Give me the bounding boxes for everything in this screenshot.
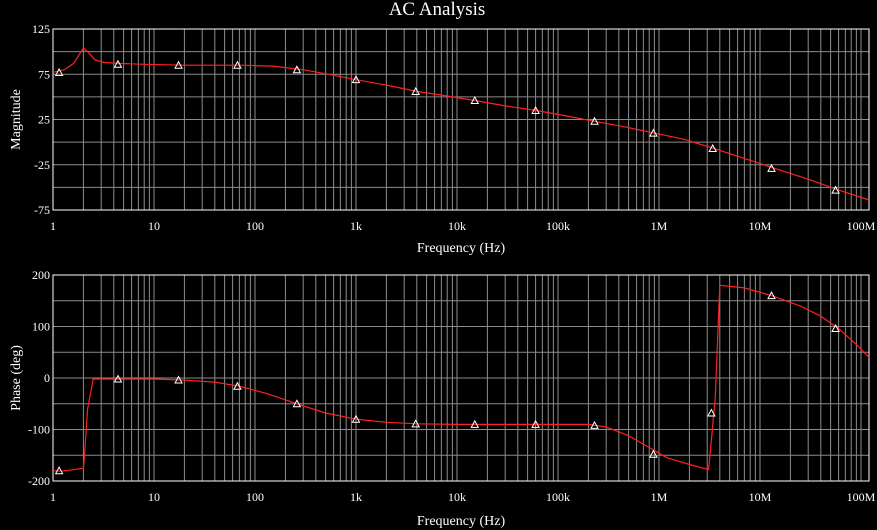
- phase-marker: [767, 291, 776, 300]
- phase-y-axis-title: Phase (deg): [9, 345, 24, 411]
- phase-marker: [292, 399, 302, 408]
- phase-y-tick-label: 0: [44, 371, 50, 385]
- phase-marker: [531, 419, 540, 428]
- magnitude-x-tick-label: 10M: [749, 219, 772, 233]
- phase-marker: [831, 324, 840, 333]
- magnitude-marker: [708, 143, 718, 152]
- phase-y-tick-label: -200: [28, 474, 50, 488]
- magnitude-y-tick-label: 75: [38, 67, 50, 81]
- magnitude-x-tick-label: 100: [246, 219, 264, 233]
- phase-plot-frame: [52, 274, 870, 482]
- magnitude-x-tick-label: 100M: [847, 219, 876, 233]
- magnitude-marker: [470, 95, 480, 104]
- magnitude-marker: [831, 185, 840, 194]
- phase-x-tick-label: 10M: [749, 490, 772, 504]
- magnitude-marker: [590, 116, 599, 125]
- phase-marker: [233, 381, 242, 390]
- phase-marker: [590, 420, 599, 429]
- phase-marker: [470, 419, 480, 428]
- phase-x-axis-title: Frequency (Hz): [417, 514, 506, 529]
- magnitude-marker: [233, 60, 242, 69]
- magnitude-x-tick-label: 10k: [448, 219, 466, 233]
- phase-x-tick-label: 1: [50, 490, 56, 504]
- phase-marker: [411, 419, 421, 428]
- phase-x-tick-label: 100M: [847, 490, 876, 504]
- magnitude-trace: [52, 47, 870, 201]
- phase-x-tick-label: 10: [148, 490, 160, 504]
- phase-trace: [52, 284, 870, 472]
- magnitude-plot: 1 10 100 1k 10k 100k 1M 10M 100M 125 75 25 -25 -75 Fr…: [9, 22, 876, 256]
- magnitude-marker: [292, 65, 302, 74]
- magnitude-x-axis-title: Frequency (Hz): [417, 241, 506, 256]
- phase-y-tick-label: 200: [32, 268, 50, 282]
- magnitude-marker: [113, 59, 123, 68]
- magnitude-x-tick-label: 100k: [546, 219, 570, 233]
- phase-ticks: 1 10 100 1k 10k 100k 1M 10M 100M 200 100 0 -100 -200: [28, 268, 876, 504]
- magnitude-marker: [54, 67, 64, 76]
- phase-x-tick-label: 100k: [546, 490, 570, 504]
- magnitude-y-tick-label: -75: [34, 203, 50, 217]
- magnitude-marker: [411, 86, 421, 95]
- magnitude-x-tick-label: 1M: [651, 219, 668, 233]
- phase-x-tick-label: 1M: [651, 490, 668, 504]
- magnitude-x-tick-label: 1k: [350, 219, 362, 233]
- magnitude-x-tick-label: 10: [148, 219, 160, 233]
- phase-marker: [174, 375, 183, 384]
- phase-y-tick-label: -100: [28, 423, 50, 437]
- magnitude-x-tick-label: 1: [50, 219, 56, 233]
- magnitude-ticks: 1 10 100 1k 10k 100k 1M 10M 100M 125 75 25 -25 -75: [32, 22, 876, 233]
- magnitude-y-tick-label: 125: [32, 22, 50, 36]
- magnitude-y-tick-label: -25: [34, 158, 50, 172]
- phase-markers: [54, 291, 840, 475]
- phase-plot: 1 10 100 1k 10k 100k 1M 10M 100M2001000-100-200 …: [9, 268, 876, 529]
- phase-grid: [52, 274, 869, 482]
- phase-marker: [54, 466, 64, 475]
- magnitude-marker: [174, 60, 183, 69]
- phase-marker: [707, 408, 716, 417]
- phase-marker: [649, 449, 658, 458]
- magnitude-plot-frame: [52, 28, 870, 211]
- phase-x-tick-label: 1k: [350, 490, 362, 504]
- magnitude-marker: [351, 75, 361, 84]
- phase-marker: [351, 414, 361, 423]
- phase-x-tick-label: 100: [246, 490, 264, 504]
- magnitude-y-axis-title: Magnitude: [9, 89, 24, 150]
- magnitude-markers: [54, 59, 840, 194]
- magnitude-y-tick-label: 25: [38, 113, 50, 127]
- phase-marker: [113, 374, 123, 383]
- magnitude-marker: [767, 163, 776, 172]
- magnitude-marker: [531, 105, 540, 114]
- phase-x-tick-label: 10k: [448, 490, 466, 504]
- magnitude-marker: [649, 128, 658, 137]
- chart-title: AC Analysis: [389, 0, 486, 20]
- phase-y-tick-label: 100: [32, 320, 50, 334]
